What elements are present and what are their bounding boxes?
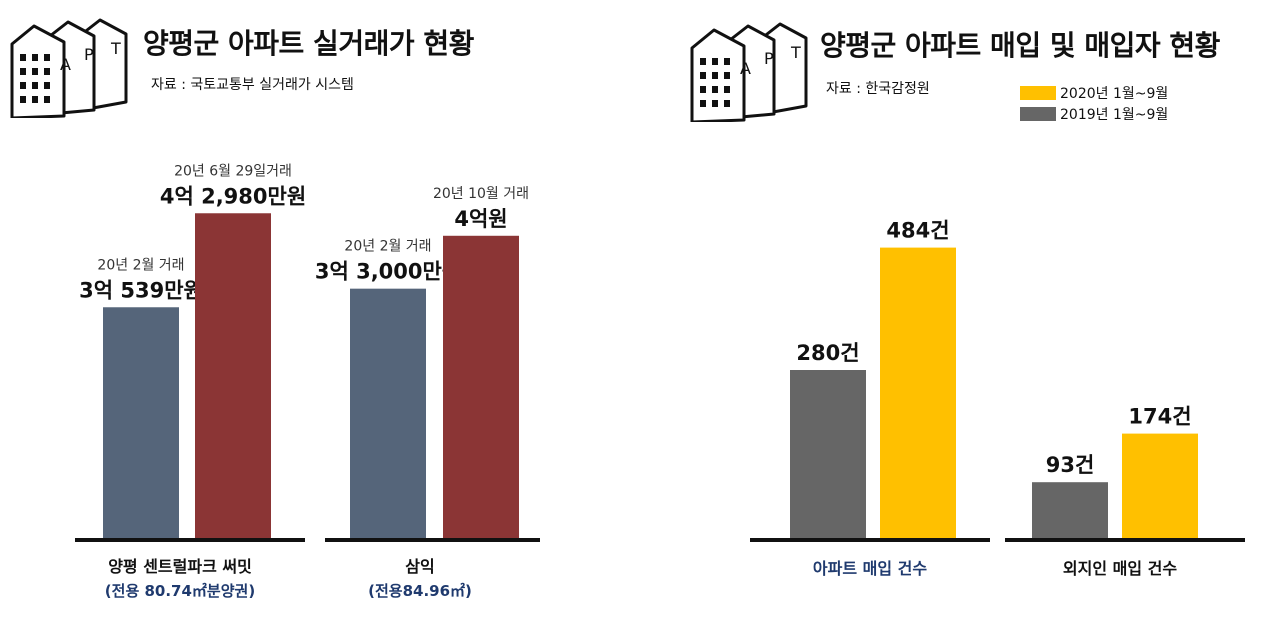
bar-date-label: 20년 10월 거래 xyxy=(433,186,529,202)
category-label: 아파트 매입 건수 xyxy=(812,559,928,578)
bar-date-label: 20년 2월 거래 xyxy=(344,239,431,255)
legend-swatch-2019 xyxy=(1020,107,1056,121)
left-chart-title: 양평군 아파트 실거래가 현황 xyxy=(143,27,474,60)
category-sublabel: (전용 80.74㎡분양권) xyxy=(104,582,256,600)
purchase-bar-chart: 280건 93건 484건 174건 xyxy=(750,219,1245,542)
icon-letter: T xyxy=(790,43,801,62)
price-bar-chart: 3억 539만원 20년 2월 거래 4억 2,980만원 20년 6월 29일거래 3… xyxy=(75,163,540,542)
legend-label-2019: 2019년 1월~9월 xyxy=(1060,107,1169,123)
bar xyxy=(195,213,271,539)
bar-value-label: 3억 3,000만원 xyxy=(315,260,461,284)
bar-value-label: 93건 xyxy=(1046,453,1095,477)
legend-label-2020: 2020년 1월~9월 xyxy=(1060,86,1169,102)
icon-letter: T xyxy=(110,39,121,58)
bar xyxy=(103,307,179,538)
right-chart-source: 자료 : 한국감정원 xyxy=(826,81,930,97)
apartment-buildings-icon: A P T xyxy=(690,22,808,122)
apartment-buildings-icon: A P T xyxy=(10,18,128,118)
bar-value-label: 174건 xyxy=(1128,405,1191,429)
bar-date-label: 20년 2월 거래 xyxy=(97,257,184,273)
bar-value-label: 4억원 xyxy=(454,207,507,231)
icon-letter: A xyxy=(60,55,71,74)
bar-value-label: 3억 539만원 xyxy=(79,278,203,302)
category-label: 삼익 xyxy=(405,557,435,576)
right-chart-title: 양평군 아파트 매입 및 매입자 현황 xyxy=(820,29,1220,62)
bar xyxy=(1032,482,1108,538)
category-sublabel: (전용84.96㎡) xyxy=(368,582,472,600)
bar xyxy=(880,247,956,538)
icon-letter: P xyxy=(764,49,774,68)
bar-value-label: 280건 xyxy=(796,341,859,365)
legend-swatch-2020 xyxy=(1020,86,1056,100)
bar-date-label: 20년 6월 29일거래 xyxy=(174,163,292,179)
category-label: 양평 센트럴파크 써밋 xyxy=(108,557,252,576)
category-label: 외지인 매입 건수 xyxy=(1062,559,1178,578)
left-chart-source: 자료 : 국토교통부 실거래가 시스템 xyxy=(151,77,354,93)
icon-letter: P xyxy=(84,45,94,64)
icon-letter: A xyxy=(740,59,751,78)
bar-value-label: 484건 xyxy=(886,219,949,243)
bar xyxy=(1122,433,1198,538)
bar-value-label: 4억 2,980만원 xyxy=(160,184,306,208)
bar xyxy=(443,235,519,538)
bar xyxy=(790,370,866,538)
bar xyxy=(350,288,426,538)
